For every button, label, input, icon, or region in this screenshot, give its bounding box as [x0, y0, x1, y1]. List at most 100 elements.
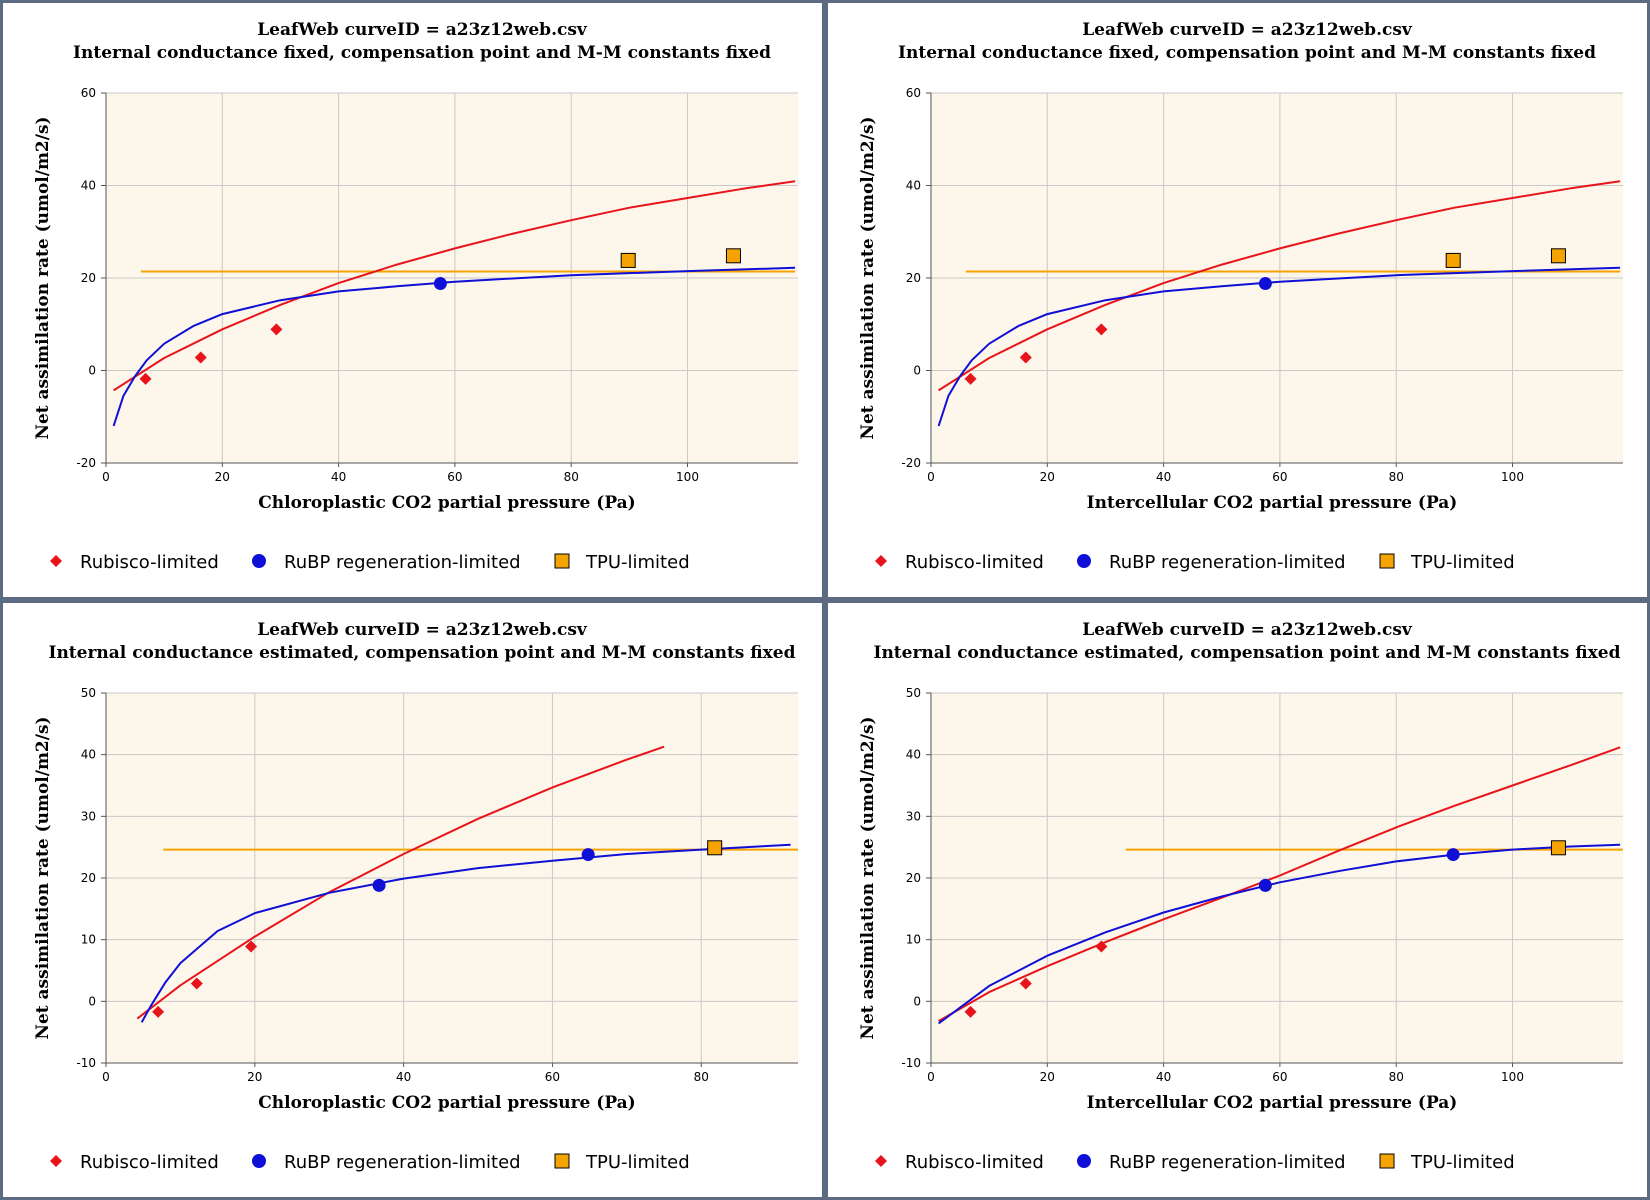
tpu-point [620, 252, 636, 268]
legend-rubisco-marker [875, 1155, 887, 1167]
chart-svg: 0 20 40 60 80 100 -20 0 20 40 60 LeafWeb curveID = … [33, 20, 798, 573]
rubp-point [372, 878, 386, 892]
chart-panel: 0 20 40 60 80 100 -10 0 10 20 30 40 50 LeafWeb curveI… [825, 600, 1650, 1200]
rubisco-point [152, 1005, 165, 1018]
x-tick-label: 80 [1389, 470, 1404, 484]
x-tick-label: 20 [1040, 470, 1055, 484]
y-tick-label: -20 [76, 456, 96, 470]
x-axis-title: Chloroplastic CO2 partial pressure (Pa) [258, 1093, 635, 1113]
y-axis-title: Net assimilation rate (umol/m2/s) [858, 716, 878, 1039]
rubisco-fit-line [113, 180, 796, 392]
legend-rubp-label: RuBP regeneration-limited [1109, 1152, 1346, 1173]
legend-rubisco-marker [50, 1155, 62, 1167]
rubp-point [581, 848, 595, 862]
chart-panel: 0 20 40 60 80 -10 0 10 20 30 40 50 LeafWeb curveID =… [0, 600, 825, 1200]
y-tick-label: 0 [88, 364, 96, 378]
rubp-fit-line [140, 843, 791, 1023]
chart-panel: 0 20 40 60 80 100 -20 0 20 40 60 LeafWeb curveID = … [0, 0, 825, 600]
y-tick-label: 0 [913, 994, 921, 1008]
y-tick-label: 60 [906, 86, 921, 100]
y-tick-label: 20 [81, 871, 96, 885]
rubisco-point [245, 940, 258, 953]
y-tick-label: 20 [906, 871, 921, 885]
legend-tpu-label: TPU-limited [585, 552, 690, 573]
rubisco-fit-line [136, 745, 665, 1020]
x-axis-title: Intercellular CO2 partial pressure (Pa) [1087, 493, 1458, 513]
rubisco-point [964, 1005, 977, 1018]
x-tick-label: 80 [564, 470, 579, 484]
rubisco-point [1019, 351, 1032, 364]
x-tick-label: 0 [927, 1070, 935, 1084]
rubisco-point [1095, 940, 1108, 953]
legend-tpu-marker [1379, 1153, 1395, 1169]
chart-svg: 0 20 40 60 80 100 -10 0 10 20 30 40 50 LeafWeb curveI… [858, 620, 1623, 1173]
legend-rubp-label: RuBP regeneration-limited [284, 552, 521, 573]
y-tick-label: 0 [913, 364, 921, 378]
legend-rubisco-label: Rubisco-limited [905, 552, 1044, 573]
y-tick-label: 60 [81, 86, 96, 100]
legend-tpu-marker [554, 1153, 570, 1169]
x-axis-title: Chloroplastic CO2 partial pressure (Pa) [258, 493, 635, 513]
chart-panel: 0 20 40 60 80 100 -20 0 20 40 60 LeafWeb curveID = … [825, 0, 1650, 600]
legend-rubp-marker [1077, 1154, 1091, 1168]
legend-tpu-label: TPU-limited [585, 1152, 690, 1173]
x-tick-label: 60 [1272, 470, 1287, 484]
rubisco-point [190, 977, 203, 990]
rubp-point [433, 277, 447, 291]
rubp-point [1446, 848, 1460, 862]
x-tick-label: 100 [1501, 470, 1524, 484]
rubp-fit-line [938, 843, 1621, 1025]
x-tick-label: 40 [396, 1070, 411, 1084]
y-tick-label: 40 [81, 179, 96, 193]
chart-subtitle: Internal conductance estimated, compensa… [874, 643, 1621, 663]
rubp-point [1258, 277, 1272, 291]
chart-title: LeafWeb curveID = a23z12web.csv [1082, 20, 1413, 40]
x-tick-label: 40 [1156, 470, 1171, 484]
legend-rubisco-marker [875, 555, 887, 567]
rubisco-point [139, 372, 152, 385]
x-tick-label: 80 [1389, 1070, 1404, 1084]
y-tick-label: 0 [88, 994, 96, 1008]
tpu-point [1550, 248, 1566, 264]
chart-title: LeafWeb curveID = a23z12web.csv [1082, 620, 1413, 640]
y-axis-title: Net assimilation rate (umol/m2/s) [858, 116, 878, 439]
rubp-fit-line [112, 266, 796, 427]
x-tick-label: 0 [927, 470, 935, 484]
chart-subtitle: Internal conductance fixed, compensation… [73, 43, 771, 63]
legend-tpu-label: TPU-limited [1410, 1152, 1515, 1173]
tpu-point [1445, 252, 1461, 268]
y-axis-title: Net assimilation rate (umol/m2/s) [33, 116, 53, 439]
y-tick-label: 50 [906, 686, 921, 700]
chart-subtitle: Internal conductance fixed, compensation… [898, 43, 1596, 63]
tpu-point [1550, 840, 1566, 856]
legend-rubp-label: RuBP regeneration-limited [1109, 552, 1346, 573]
legend-rubisco-marker [50, 555, 62, 567]
y-axis-title: Net assimilation rate (umol/m2/s) [33, 716, 53, 1039]
x-tick-label: 20 [247, 1070, 262, 1084]
rubp-point [1258, 878, 1272, 892]
legend-rubp-label: RuBP regeneration-limited [284, 1152, 521, 1173]
chart-subtitle: Internal conductance estimated, compensa… [49, 643, 796, 663]
chart-title: LeafWeb curveID = a23z12web.csv [257, 20, 588, 40]
legend-rubp-marker [252, 1154, 266, 1168]
y-tick-label: 40 [81, 748, 96, 762]
chart-svg: 0 20 40 60 80 -10 0 10 20 30 40 50 LeafWeb curveID =… [33, 620, 798, 1173]
legend-rubp-marker [252, 554, 266, 568]
x-tick-label: 60 [545, 1070, 560, 1084]
x-tick-label: 100 [676, 470, 699, 484]
legend-tpu-label: TPU-limited [1410, 552, 1515, 573]
x-tick-label: 60 [1272, 1070, 1287, 1084]
x-tick-label: 40 [331, 470, 346, 484]
legend-rubisco-label: Rubisco-limited [80, 552, 219, 573]
x-axis-title: Intercellular CO2 partial pressure (Pa) [1087, 1093, 1458, 1113]
rubisco-point [1095, 323, 1108, 336]
x-tick-label: 0 [102, 1070, 110, 1084]
y-tick-label: 40 [906, 179, 921, 193]
x-tick-label: 80 [694, 1070, 709, 1084]
x-tick-label: 40 [1156, 1070, 1171, 1084]
tpu-point [725, 248, 741, 264]
legend-rubisco-label: Rubisco-limited [905, 1152, 1044, 1173]
y-tick-label: 30 [81, 809, 96, 823]
y-tick-label: 30 [906, 809, 921, 823]
